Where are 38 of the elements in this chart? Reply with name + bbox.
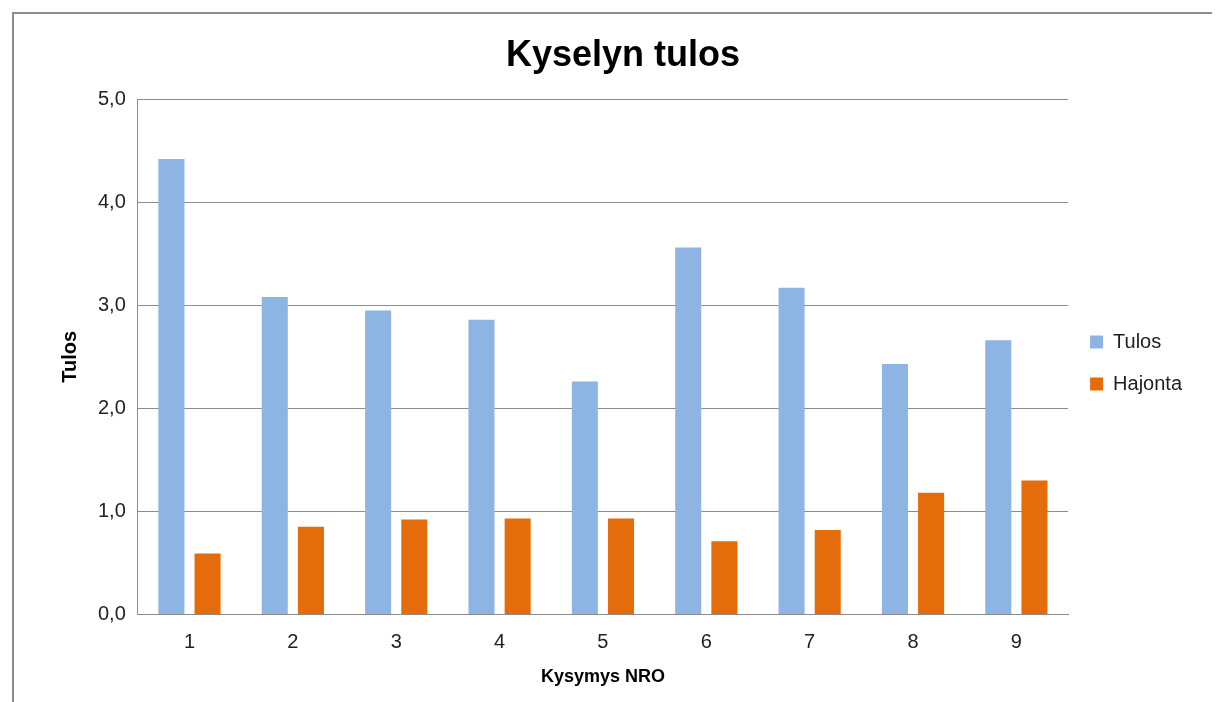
chart-title: Kyselyn tulos [505,32,741,74]
legend-label: Hajonta [1113,371,1183,394]
legend-label: Tulos [1113,329,1162,352]
bar [711,541,738,614]
y-tick-label: 2,0 [97,395,126,418]
bar [365,310,392,614]
bar [778,287,805,614]
x-axis-title: Kysymys NRO [540,666,665,687]
bar [297,526,324,614]
y-axis-title: Tulos [57,330,80,383]
bar [401,519,428,614]
x-tick-label: 8 [907,629,919,652]
y-tick-label: 3,0 [97,292,126,315]
x-tick-label: 7 [804,629,816,652]
bar [881,364,908,614]
y-tick-label: 4,0 [97,189,126,212]
bar [608,518,635,614]
bar [158,158,185,614]
bar [985,340,1012,614]
y-tick-label: 1,0 [97,498,126,521]
x-tick-label: 1 [183,629,196,652]
bar [675,247,702,614]
bar [504,518,531,614]
bar [571,381,598,614]
bar [1021,480,1048,614]
bar [261,297,288,614]
y-tick-label: 5,0 [97,86,126,109]
bar [814,529,841,614]
x-tick-label: 9 [1010,629,1022,652]
y-tick-label: 0,0 [97,601,126,624]
x-tick-label: 6 [700,629,712,652]
x-tick-label: 5 [597,629,609,652]
x-tick-label: 2 [287,629,299,652]
bar [918,492,945,614]
bar [194,553,221,614]
x-tick-label: 3 [390,629,402,652]
x-tick-label: 4 [494,629,506,652]
bar [468,319,495,614]
